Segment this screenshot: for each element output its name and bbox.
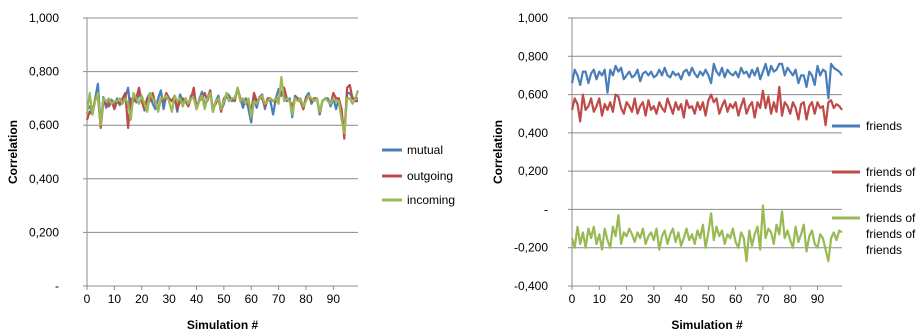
y-tick-label: 0,600 [29,118,59,132]
x-tick-label: 90 [811,292,825,306]
legend-label: friends of friends of friends [866,211,916,257]
x-tick-label: 60 [729,292,743,306]
chart-left-panel: - 0,200 0,400 0,600 0,800 1,000 0 10 20 30 40 50 60 7… [6,11,455,332]
legend-label: friends of friends [866,165,916,195]
y-tick-label: 0,200 [29,225,59,239]
y-axis-title: Correlation [6,120,20,184]
x-tick-label: 80 [784,292,798,306]
x-tick-label: 10 [108,292,122,306]
x-tick-label: 0 [84,292,91,306]
y-tick-label: 0,800 [29,65,59,79]
y-axis-title: Correlation [491,120,505,184]
x-tick-label: 20 [135,292,149,306]
y-tick-label: 0,400 [518,126,548,140]
x-tick-label: 30 [162,292,176,306]
series-line-friends-of-friends-of-friends [570,204,843,263]
legend-label: incoming [407,193,455,207]
x-tick-label: 40 [674,292,688,306]
y-tick-label: -0,400 [514,279,548,293]
y-tick-label: -0,200 [514,241,548,255]
y-tick-label: 0,600 [518,88,548,102]
y-tick-label: 1,000 [518,11,548,25]
y-tick-label: 0,200 [518,164,548,178]
x-tick-label: 30 [647,292,661,306]
x-tick-label: 60 [245,292,259,306]
chart-right-panel: -0,400 -0,200-0,200 0,400 0,600 0,800 1,000 0 1… [470,0,923,332]
x-tick-label: 40 [190,292,204,306]
x-tick-label: 20 [620,292,634,306]
x-tick-label: 90 [327,292,341,306]
x-tick-label: 0 [569,292,576,306]
y-tick-label: 0,800 [518,49,548,63]
series-line-incoming [85,75,360,135]
gridlines [87,17,358,233]
legend-label: outgoing [407,169,453,183]
y-tick-label: - [55,279,59,293]
series-line-friends-of-friends [570,85,843,127]
x-tick-label: 70 [756,292,770,306]
y-tick-label: 1,000 [29,11,59,25]
legend: mutual outgoing incoming [382,143,455,207]
chart-left: - 0,200 0,400 0,600 0,800 1,000 0 10 20 30 40 50 60 7… [6,11,455,332]
x-axis-title: Simulation # [671,318,743,331]
x-tick-label: 70 [272,292,286,306]
gridlines [572,17,842,249]
y-tick-label: 0,400 [29,172,59,186]
x-tick-label: 50 [702,292,716,306]
x-tick-label: 10 [593,292,607,306]
x-tick-label: 50 [217,292,231,306]
x-axis-title: Simulation # [187,318,259,331]
legend-label: friends [866,119,902,133]
x-tick-label: 80 [299,292,313,306]
y-tick-label: - [544,202,548,216]
series-line-friends [570,62,843,100]
legend: friends friends of friends friends of friend… [832,119,916,257]
legend-label: mutual [407,143,443,157]
